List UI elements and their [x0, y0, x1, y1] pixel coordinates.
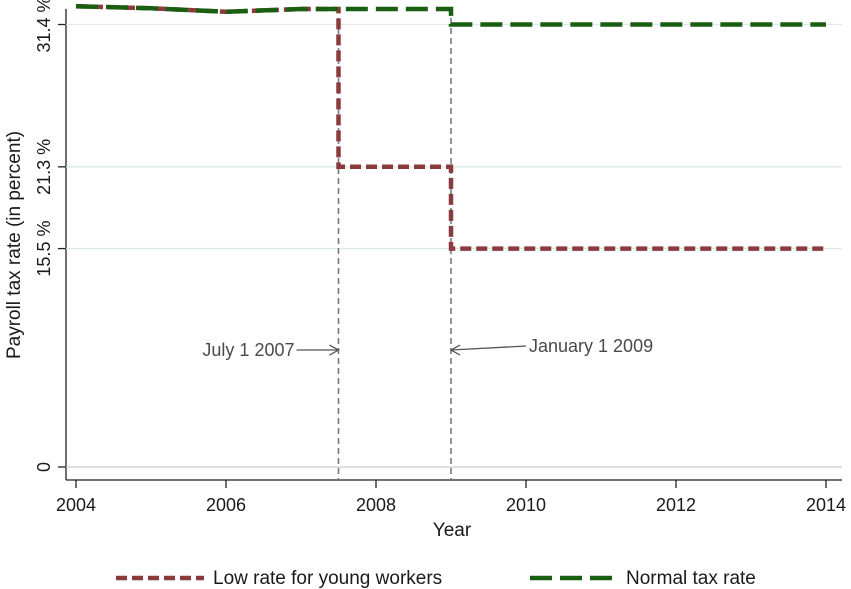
legend-item-1: Normal tax rate [530, 568, 756, 589]
plot-area [65, 9, 842, 481]
y-tick-label-0: 0 [34, 462, 54, 472]
x-tick-label-4: 2012 [656, 495, 696, 515]
x-tick-label-0: 2004 [56, 495, 96, 515]
y-axis-title: Payroll tax rate (in percent) [4, 131, 25, 359]
x-axis-ticks: 2004 2006 2008 2010 2012 2014 [56, 480, 846, 515]
annotation-arrow-head-1 [449, 344, 461, 356]
series-line-normal-rate [75, 3, 826, 27]
x-tick-label-2: 2008 [356, 495, 396, 515]
legend: Low rate for young workers Normal tax rat… [116, 568, 756, 589]
y-axis-ticks: 0 15.5 % 21.3 % 31.4 % [34, 0, 66, 472]
annotation-arrow-line-1 [450, 345, 527, 351]
annotation-label-1: January 1 2009 [529, 336, 653, 356]
annotation-0: July 1 2007 [202, 340, 340, 360]
annotation-label-0: July 1 2007 [202, 340, 294, 360]
legend-item-0: Low rate for young workers [116, 568, 442, 589]
x-tick-label-1: 2006 [206, 495, 246, 515]
y-tick-label-1: 15.5 % [34, 221, 54, 277]
x-tick-label-5: 2014 [806, 495, 846, 515]
annotation-1: January 1 2009 [449, 336, 653, 356]
annotation-arrow-head-0 [329, 344, 340, 356]
legend-label-1: Normal tax rate [626, 568, 756, 589]
series-lines [75, 3, 826, 251]
y-tick-label-3: 31.4 % [34, 0, 54, 53]
grid-lines [66, 23, 842, 468]
x-tick-label-3: 2010 [506, 495, 546, 515]
x-axis-title: Year [433, 520, 472, 541]
legend-label-0: Low rate for young workers [213, 568, 442, 589]
y-tick-label-2: 21.3 % [34, 139, 54, 195]
annotations: July 1 2007 January 1 2009 [202, 336, 653, 360]
